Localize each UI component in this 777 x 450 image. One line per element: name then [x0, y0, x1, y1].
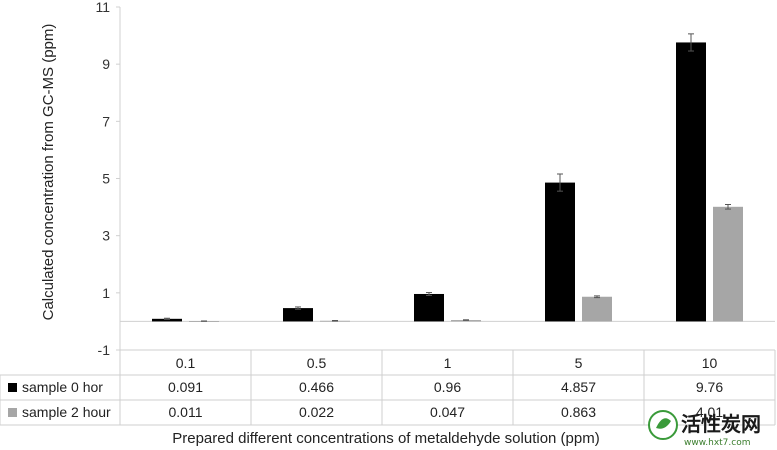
table-cell: 0.011: [169, 404, 203, 420]
y-tick-label: 9: [102, 56, 110, 72]
bar: [283, 308, 313, 322]
x-category-label: 1: [444, 355, 452, 371]
bar: [676, 42, 706, 322]
table-cell: 9.76: [696, 379, 723, 395]
x-category-label: 5: [575, 355, 583, 371]
x-category-label: 0.5: [307, 355, 327, 371]
watermark: 活性炭网 www.hxt7.com: [648, 410, 761, 448]
table-cell: 0.091: [168, 379, 203, 395]
table-cell: 0.047: [430, 404, 465, 420]
error-bars: [164, 33, 731, 322]
table-cell: 0.022: [299, 404, 334, 420]
legend-key: [8, 383, 17, 392]
watermark-text: 活性炭网: [681, 412, 761, 436]
watermark-url: www.hxt7.com: [684, 438, 751, 448]
watermark-leaf-icon: [656, 418, 671, 429]
legend-label: sample 2 hour: [22, 404, 111, 420]
data-table: 0.1 0.5 1 5 10 sample 0 hor 0.091 0.466 0.96 4.85…: [0, 349, 776, 426]
bar: [713, 206, 743, 322]
x-category-label: 0.1: [176, 355, 196, 371]
table-cell: 0.863: [561, 404, 596, 420]
bars: [152, 42, 743, 322]
x-category-label: 10: [702, 355, 718, 371]
bar: [545, 182, 575, 322]
x-axis-title: Prepared different concentrations of met…: [172, 430, 599, 447]
y-tick-label: 5: [102, 171, 110, 187]
table-cell: 4.857: [561, 379, 596, 395]
y-tick-label: 3: [102, 228, 110, 244]
legend-label: sample 0 hor: [22, 379, 103, 395]
bar: [582, 296, 612, 322]
bar: [152, 318, 182, 322]
y-axis-title: Calculated concentration from GC-MS (ppm…: [40, 24, 57, 321]
y-axis-ticks: -1 1 3 5 7 9 11: [95, 0, 120, 358]
table-cell: 0.96: [434, 379, 461, 395]
y-tick-label: -1: [98, 342, 111, 358]
legend-key: [8, 408, 17, 417]
y-tick-label: 11: [95, 0, 110, 15]
bar: [414, 293, 444, 322]
table-cell: 0.466: [299, 379, 334, 395]
table-cell: 4.01: [696, 404, 723, 420]
y-tick-label: 1: [102, 285, 110, 301]
y-tick-label: 7: [102, 113, 110, 129]
